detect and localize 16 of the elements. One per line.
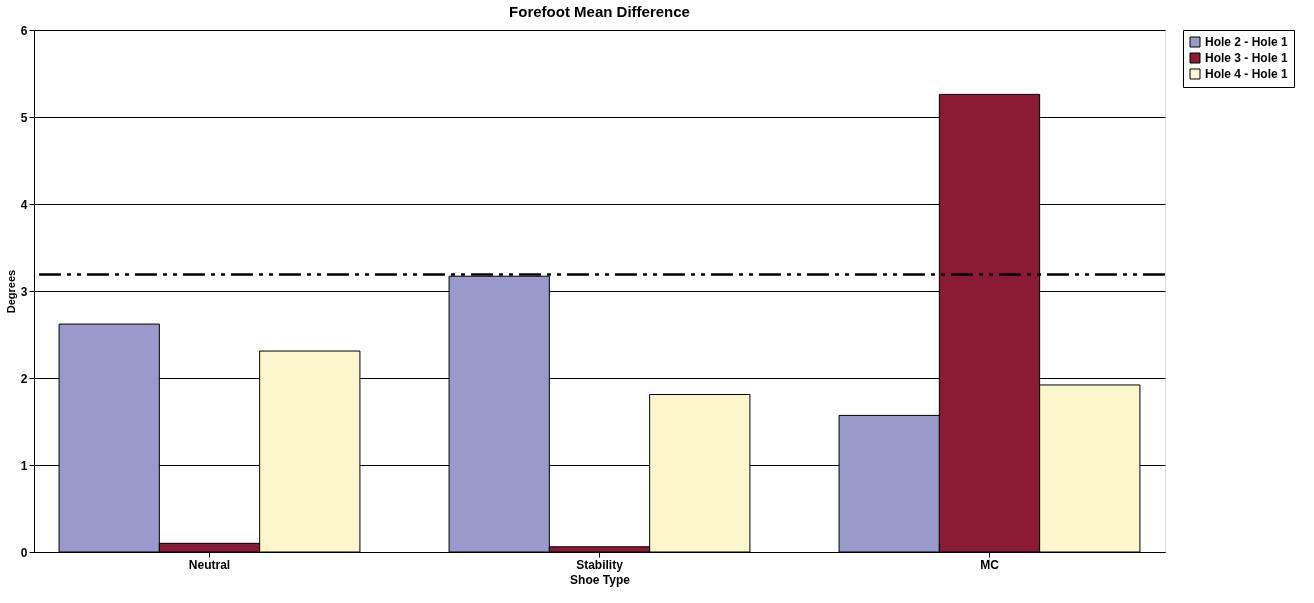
x-tick-label: MC	[980, 557, 1000, 572]
y-tick-label: 2	[20, 371, 28, 386]
y-tick-label: 6	[20, 23, 28, 38]
y-tick-label: 0	[20, 545, 28, 560]
x-tick-label: Stability	[576, 557, 624, 572]
y-tick-label: 3	[20, 284, 28, 299]
y-tick-label: 5	[20, 110, 28, 125]
legend-label: Hole 4 - Hole 1	[1205, 67, 1289, 81]
legend-label: Hole 2 - Hole 1	[1205, 35, 1289, 49]
y-tick-label: 1	[20, 458, 28, 473]
x-tick-label: Neutral	[188, 557, 231, 572]
legend-label: Hole 3 - Hole 1	[1205, 51, 1289, 65]
y-axis-title: Degrees	[4, 269, 17, 314]
x-axis-title: Shoe Type	[570, 572, 631, 587]
y-tick-label: 4	[20, 197, 28, 212]
chart-title: Forefoot Mean Difference	[509, 3, 690, 20]
